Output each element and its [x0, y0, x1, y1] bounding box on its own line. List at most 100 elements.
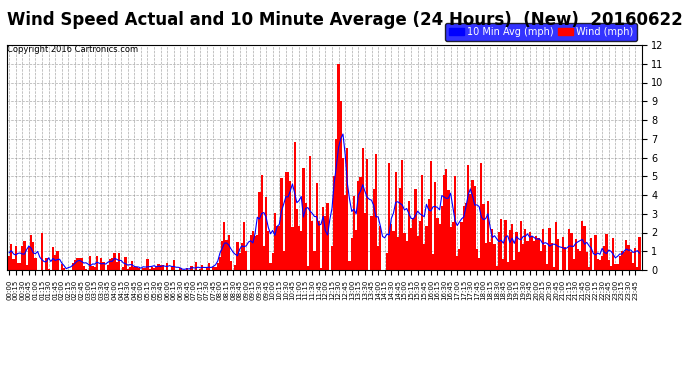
Bar	[109, 259, 111, 270]
Bar	[61, 264, 63, 270]
Bar	[12, 259, 14, 270]
Bar	[126, 269, 129, 270]
Bar	[544, 245, 546, 270]
Bar	[81, 258, 83, 270]
Bar	[324, 216, 326, 270]
Bar	[605, 234, 608, 270]
Bar	[280, 178, 283, 270]
Bar	[272, 253, 274, 270]
Bar	[48, 269, 50, 270]
Bar	[540, 251, 542, 270]
Bar	[201, 265, 204, 270]
Bar	[524, 229, 526, 270]
Bar	[456, 256, 458, 270]
Bar	[351, 238, 353, 270]
Bar	[206, 267, 208, 270]
Bar	[245, 251, 248, 270]
Bar	[304, 202, 307, 270]
Bar	[555, 222, 557, 270]
Bar	[603, 246, 605, 270]
Bar	[629, 252, 632, 270]
Bar	[623, 252, 625, 270]
Bar	[595, 236, 597, 270]
Bar	[625, 240, 627, 270]
Bar	[439, 224, 441, 270]
Bar	[364, 213, 366, 270]
Bar	[353, 196, 355, 270]
Bar	[94, 267, 96, 270]
Text: Copyright 2016 Cartronics.com: Copyright 2016 Cartronics.com	[7, 45, 138, 54]
Bar	[151, 267, 153, 270]
Bar	[599, 260, 601, 270]
Bar	[491, 229, 493, 270]
Bar	[627, 244, 629, 270]
Bar	[283, 251, 285, 270]
Bar	[300, 231, 302, 270]
Bar	[269, 263, 272, 270]
Bar	[575, 238, 577, 270]
Bar	[522, 244, 524, 270]
Bar	[621, 251, 623, 270]
Bar	[436, 219, 439, 270]
Bar	[261, 175, 263, 270]
Bar	[375, 154, 377, 270]
Bar	[250, 235, 252, 270]
Bar	[298, 226, 300, 270]
Bar	[74, 260, 76, 270]
Bar	[410, 228, 412, 270]
Bar	[166, 263, 168, 270]
Bar	[344, 195, 346, 270]
Bar	[535, 236, 538, 270]
Bar	[473, 186, 476, 270]
Bar	[265, 197, 267, 270]
Bar	[386, 253, 388, 270]
Bar	[83, 266, 85, 270]
Bar	[28, 247, 30, 270]
Bar	[551, 243, 553, 270]
Bar	[224, 222, 226, 270]
Bar	[584, 226, 586, 270]
Bar	[172, 260, 175, 270]
Bar	[533, 241, 535, 270]
Bar	[601, 256, 603, 270]
Bar	[504, 220, 506, 270]
Bar	[254, 236, 256, 270]
Bar	[417, 236, 419, 270]
Bar	[296, 209, 298, 270]
Bar	[333, 176, 335, 270]
Bar	[309, 156, 311, 270]
Bar	[287, 172, 289, 270]
Bar	[153, 268, 155, 270]
Bar	[228, 236, 230, 270]
Bar	[113, 253, 116, 270]
Bar	[388, 162, 391, 270]
Bar	[155, 267, 157, 270]
Bar	[315, 183, 317, 270]
Bar	[10, 243, 12, 270]
Bar	[331, 246, 333, 270]
Bar	[428, 199, 430, 270]
Bar	[208, 263, 210, 270]
Bar	[458, 249, 460, 270]
Bar	[506, 262, 509, 270]
Bar	[588, 267, 590, 270]
Bar	[57, 252, 59, 270]
Bar	[395, 172, 397, 270]
Bar	[500, 219, 502, 270]
Bar	[471, 180, 473, 270]
Bar	[454, 176, 456, 270]
Bar	[23, 242, 26, 270]
Bar	[362, 148, 364, 270]
Bar	[397, 237, 399, 270]
Bar	[148, 269, 151, 270]
Bar	[118, 253, 120, 270]
Bar	[133, 267, 135, 270]
Bar	[170, 266, 172, 270]
Bar	[366, 159, 368, 270]
Bar	[159, 265, 161, 270]
Bar	[408, 201, 410, 270]
Bar	[78, 258, 81, 270]
Bar	[54, 255, 57, 270]
Text: Wind Speed Actual and 10 Minute Average (24 Hours)  (New)  20160622: Wind Speed Actual and 10 Minute Average …	[7, 11, 683, 29]
Bar	[217, 263, 219, 270]
